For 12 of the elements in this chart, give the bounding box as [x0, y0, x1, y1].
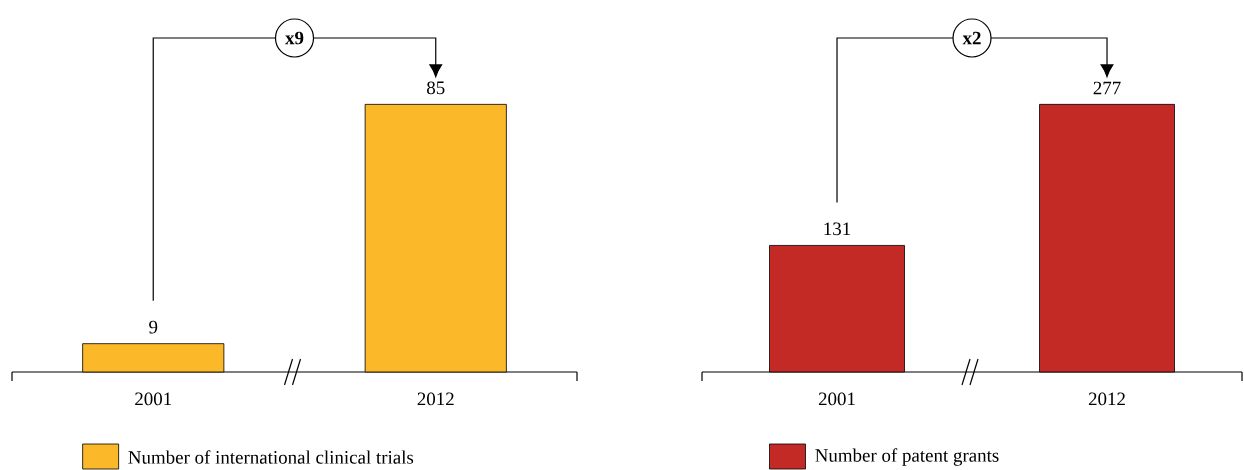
data-label: 85 — [427, 81, 445, 95]
x-tick-label: 2001 — [818, 392, 855, 406]
data-label: 277 — [1093, 81, 1121, 95]
legend-label: Number of international clinical trials — [128, 450, 414, 464]
x-tick-label: 2012 — [1088, 392, 1125, 406]
text: x2 — [962, 31, 981, 45]
x-tick-label: 2001 — [135, 392, 172, 406]
x-tick-label: 2012 — [417, 392, 454, 406]
data-label: 131 — [824, 222, 851, 236]
legend-label: Number of patent grants — [815, 448, 999, 466]
text: x9 — [285, 31, 304, 45]
data-label: 9 — [149, 320, 158, 334]
